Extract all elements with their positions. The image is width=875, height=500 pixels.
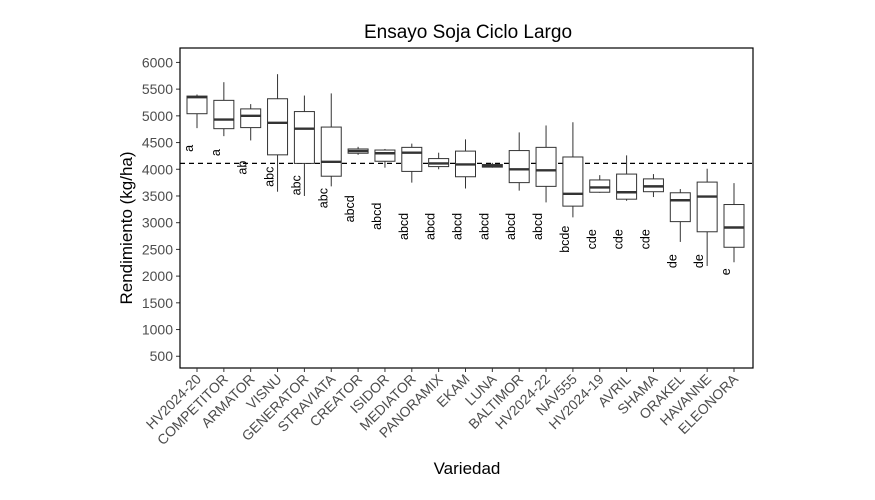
group-letter: ab	[236, 161, 250, 175]
box-baltimor: abcd	[504, 132, 530, 240]
box-avril: cde	[612, 155, 638, 249]
group-letter: de	[692, 254, 706, 268]
group-letter: abcd	[477, 213, 491, 240]
box-straviata: abc	[316, 93, 342, 208]
y-tick-label: 4000	[142, 161, 173, 177]
box-body	[186, 95, 208, 115]
y-tick-label: 5500	[142, 81, 173, 97]
box-generator: abc	[289, 95, 315, 196]
box-body	[374, 149, 396, 162]
y-tick-label: 3000	[142, 215, 173, 231]
box-body	[213, 99, 235, 130]
group-letter: a	[182, 145, 196, 152]
chart-title: Ensayo Soja Ciclo Largo	[364, 22, 572, 43]
y-tick-label: 6000	[142, 54, 173, 70]
group-letter: abcd	[531, 213, 545, 240]
box-body	[401, 146, 423, 172]
box-havanne: de	[692, 168, 718, 268]
y-axis: 500 1000 1500 2000 2500 3000 3500 4000 4500 5000 5…	[142, 54, 180, 364]
group-letter: abcd	[397, 213, 411, 240]
box-body	[562, 156, 584, 207]
box-luna: abcd	[477, 162, 503, 240]
box-body	[508, 150, 530, 184]
group-letter: cde	[638, 229, 652, 249]
box-body	[669, 192, 691, 223]
group-letter: cde	[585, 229, 599, 249]
group-letter: abcd	[424, 213, 438, 240]
x-axis-title: Variedad	[434, 459, 501, 478]
box-ekam: abcd	[451, 139, 476, 240]
group-letter: abcd	[504, 213, 518, 240]
box-body	[240, 108, 262, 129]
y-tick-label: 5000	[142, 108, 173, 124]
box-body	[320, 126, 342, 177]
y-tick-label: 4500	[142, 135, 173, 151]
box-hv2024-20: a	[182, 94, 208, 152]
box-visnu: abc	[263, 74, 289, 192]
box-body	[535, 146, 557, 187]
box-isidor: abcd	[370, 148, 396, 230]
group-letter: abc	[263, 167, 277, 187]
group-letter: abc	[289, 175, 303, 195]
box-body	[293, 111, 315, 164]
box-body	[723, 204, 745, 248]
group-letter: abcd	[343, 195, 357, 222]
box-eleonora: e	[719, 183, 745, 275]
x-axis: HV2024-20COMPETITORARMATORVISNUGENERATOR…	[143, 368, 742, 448]
box-mediator: abcd	[397, 143, 423, 240]
box-competitor: a	[209, 82, 235, 156]
plot-border	[179, 47, 754, 369]
group-letter: a	[209, 149, 223, 156]
y-tick-label: 1000	[142, 322, 173, 338]
y-tick-label: 1500	[142, 295, 173, 311]
group-letter: e	[719, 268, 733, 275]
box-body	[616, 173, 638, 200]
box-orakel: de	[665, 189, 691, 268]
y-tick-label: 500	[150, 348, 174, 364]
group-letter: cde	[612, 229, 626, 249]
group-letter: abc	[316, 188, 330, 208]
group-letter: bcde	[558, 226, 572, 253]
box-creator: abcd	[343, 146, 369, 222]
y-tick-label: 3500	[142, 188, 173, 204]
group-letter: abcd	[370, 203, 384, 230]
y-axis-title: Rendimiento (kg/ha)	[117, 151, 136, 304]
box-armator: ab	[236, 104, 262, 175]
group-letter: de	[665, 254, 679, 268]
y-tick-label: 2500	[142, 241, 173, 257]
box-shama: cde	[638, 174, 664, 249]
box-nav555: bcde	[558, 122, 584, 253]
box-hv2024-22: abcd	[531, 125, 557, 240]
box-body	[696, 181, 718, 233]
group-letter: abcd	[451, 213, 465, 240]
box-body	[267, 98, 289, 156]
box-hv2024-19: cde	[585, 175, 611, 249]
y-tick-label: 2000	[142, 268, 173, 284]
box-body	[589, 179, 611, 193]
box-panoramix: abcd	[424, 152, 450, 240]
